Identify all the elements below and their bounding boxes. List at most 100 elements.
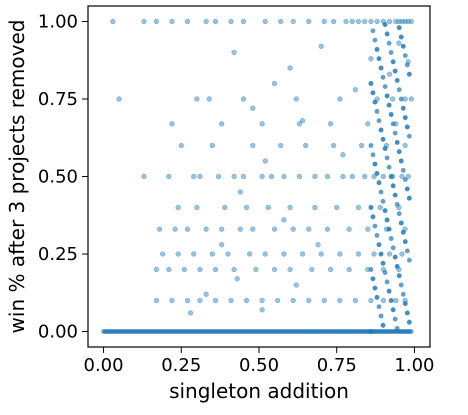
scatter-point (383, 226, 390, 232)
scatter-point (394, 140, 400, 145)
scatter-point (219, 242, 225, 248)
scatter-point (382, 22, 388, 27)
scatter-point (400, 43, 406, 49)
scatter-point (250, 105, 256, 111)
scatter-point (372, 223, 378, 229)
scatter-point (352, 87, 359, 93)
scatter-point (405, 173, 411, 180)
scatter-point (368, 267, 374, 272)
scatter-point (374, 96, 380, 102)
scatter-point (271, 266, 278, 273)
scatter-point (392, 316, 398, 322)
scatter-point (402, 177, 408, 183)
scatter-point (392, 192, 398, 198)
scatter-point (383, 142, 390, 149)
scatter-point (396, 204, 402, 211)
scatter-point (365, 266, 371, 273)
scatter-point (388, 298, 394, 303)
scatter-point (281, 173, 287, 180)
scatter-point (386, 102, 392, 108)
scatter-point (402, 301, 408, 306)
scatter-point (271, 80, 278, 87)
scatter-point (368, 267, 374, 272)
scatter-point (374, 295, 380, 300)
scatter-point (394, 78, 400, 83)
scatter-point (378, 65, 384, 71)
scatter-point (400, 291, 406, 297)
scatter-point (392, 192, 398, 198)
scatter-point (390, 245, 396, 251)
scatter-point (378, 127, 384, 133)
scatter-point (402, 301, 408, 306)
scatter-point (378, 65, 384, 71)
scatter-point (228, 18, 234, 25)
scatter-point (215, 173, 222, 180)
scatter-point (302, 142, 309, 149)
scatter-point (268, 173, 275, 180)
scatter-point (376, 118, 382, 124)
scatter-point (398, 34, 404, 40)
scatter-point (374, 295, 380, 300)
scatter-point (386, 226, 392, 232)
scatter-point (406, 257, 412, 263)
scatter-point (394, 140, 400, 145)
scatter-point (376, 56, 382, 62)
scatter-point (400, 105, 406, 111)
scatter-point (178, 142, 184, 149)
scatter-point (396, 87, 402, 93)
scatter-point (206, 96, 212, 102)
scatter-point (372, 161, 378, 167)
scatter-point (370, 90, 376, 96)
scatter-point (262, 251, 268, 257)
scatter-point (372, 99, 378, 105)
scatter-point (388, 50, 394, 55)
scatter-point (281, 251, 287, 257)
scatter-point (365, 121, 371, 127)
scatter-point (386, 288, 392, 294)
scatter-point (212, 266, 219, 273)
x-tick-label: 0.50 (239, 355, 279, 376)
scatter-point (315, 242, 321, 248)
scatter-point (388, 112, 394, 117)
scatter-point (392, 68, 398, 74)
scatter-point (374, 171, 380, 176)
scatter-point (394, 326, 400, 331)
x-axis-label: singleton addition (169, 379, 349, 403)
scatter-point (368, 329, 374, 334)
scatter-point (358, 142, 365, 149)
scatter-point (384, 217, 390, 223)
scatter-point (388, 50, 394, 55)
scatter-point (382, 146, 388, 152)
scatter-point (386, 288, 392, 294)
scatter-point (380, 136, 386, 142)
scatter-point (404, 248, 410, 254)
scatter-point (396, 25, 402, 31)
scatter-point (398, 220, 404, 226)
scatter-point (406, 195, 412, 201)
scatter-point (247, 251, 253, 257)
scatter-point (281, 217, 287, 223)
scatter-point (153, 266, 160, 273)
scatter-point (386, 226, 392, 232)
scatter-point (378, 127, 384, 133)
scatter-point (404, 124, 410, 130)
scatter-point (398, 96, 404, 102)
scatter-point (406, 319, 412, 325)
scatter-point (384, 31, 390, 37)
scatter-point (388, 174, 394, 179)
scatter-point (349, 173, 355, 180)
scatter-point (184, 18, 191, 25)
scatter-point (380, 266, 387, 273)
scatter-point (240, 173, 247, 180)
scatter-point (116, 96, 122, 102)
scatter-point (390, 307, 396, 313)
scatter-point (402, 301, 408, 306)
scatter-point (393, 297, 399, 304)
scatter-point (382, 84, 388, 89)
scatter-point (365, 226, 371, 232)
scatter-point (368, 329, 374, 334)
scatter-point (299, 251, 306, 257)
scatter-point (394, 326, 400, 331)
scatter-point (166, 173, 172, 180)
scatter-point (203, 291, 209, 297)
